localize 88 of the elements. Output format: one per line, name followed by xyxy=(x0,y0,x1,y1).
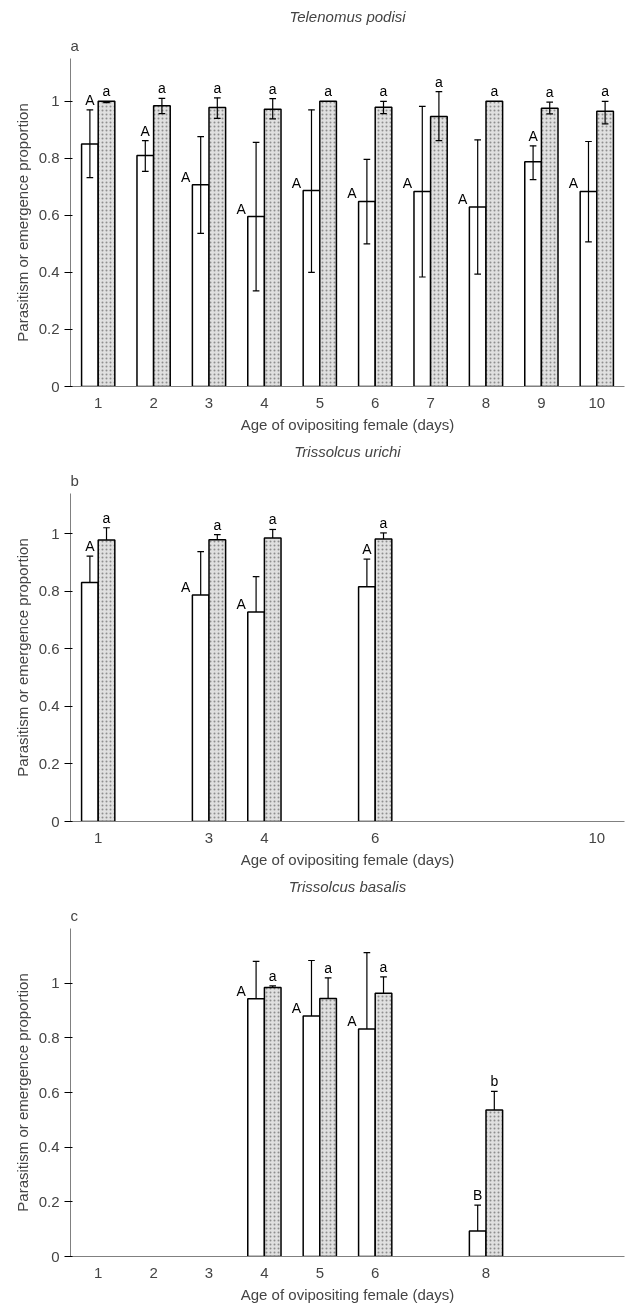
x-axis-title: Age of ovipositing female (days) xyxy=(240,850,455,868)
x-tick-label: 2 xyxy=(149,1263,158,1281)
y-tick-label: 0 xyxy=(51,377,60,395)
x-tick-label: 4 xyxy=(260,828,269,846)
y-tick-label: 0.6 xyxy=(38,206,60,224)
x-tick-label: 10 xyxy=(588,393,606,411)
data-label: A xyxy=(85,538,96,555)
data-label: a xyxy=(102,83,111,100)
x-tick-label: 6 xyxy=(371,828,380,846)
text: b xyxy=(70,471,79,489)
y-tick-label: 1 xyxy=(51,524,60,542)
data-label: A xyxy=(347,185,358,202)
y-tick-label: 0.4 xyxy=(38,1138,60,1156)
chart-title: Trissolcus basalis xyxy=(288,877,407,895)
x-tick-label: 5 xyxy=(315,1263,324,1281)
y-tick-label: 0.8 xyxy=(38,1028,60,1046)
x-tick-label: 8 xyxy=(481,1263,491,1281)
y-axis-title: Parasitism or emergence proportion xyxy=(13,103,31,342)
x-tick-label: 1 xyxy=(94,1263,103,1281)
data-label: A xyxy=(568,175,579,192)
data-label: a xyxy=(213,79,222,96)
data-label: A xyxy=(291,174,302,191)
y-tick-label: 1 xyxy=(51,974,60,992)
text: a xyxy=(70,36,80,54)
y-tick-label: 0.4 xyxy=(38,263,60,281)
data-label: A xyxy=(236,596,247,613)
data-label: A xyxy=(181,579,192,596)
y-tick-label: 0.4 xyxy=(38,697,60,715)
data-label: A xyxy=(85,91,96,108)
y-tick-label: 0.6 xyxy=(38,639,60,657)
data-label: b xyxy=(490,1073,499,1090)
y-tick-label: 0.8 xyxy=(38,149,60,167)
y-axis-title: Parasitism or emergence proportion xyxy=(13,973,31,1212)
data-label: a xyxy=(102,509,111,526)
y-tick-label: 0.6 xyxy=(38,1083,60,1101)
y-tick-label: 0.2 xyxy=(38,320,60,338)
x-tick-label: 4 xyxy=(260,1263,269,1281)
y-tick-label: 0.2 xyxy=(38,754,60,772)
data-label: a xyxy=(545,84,554,101)
data-label: a xyxy=(435,73,444,90)
data-label: a xyxy=(379,83,388,100)
x-tick-label: 5 xyxy=(315,393,324,411)
data-label: a xyxy=(268,80,277,97)
x-tick-label: 9 xyxy=(537,393,546,411)
x-tick-label: 10 xyxy=(588,828,606,846)
data-label: a xyxy=(601,83,610,100)
x-tick-label: 3 xyxy=(204,393,214,411)
data-label: a xyxy=(324,959,333,976)
y-tick-label: 0.2 xyxy=(38,1192,60,1210)
data-label: a xyxy=(379,514,388,531)
data-label: A xyxy=(347,1013,358,1030)
y-tick-label: 0 xyxy=(51,1247,60,1265)
x-tick-label: 1 xyxy=(94,393,103,411)
data-label: a xyxy=(490,83,499,100)
x-tick-label: 3 xyxy=(204,1263,214,1281)
x-tick-label: 3 xyxy=(204,828,214,846)
x-tick-label: 6 xyxy=(371,1263,380,1281)
y-axis-title: Parasitism or emergence proportion xyxy=(13,538,31,777)
data-label: A xyxy=(291,999,302,1016)
data-label: A xyxy=(458,191,469,208)
x-tick-label: 1 xyxy=(94,828,103,846)
data-label: a xyxy=(158,80,167,97)
data-label: a xyxy=(268,511,277,528)
chart-title: Telenomus podisi xyxy=(289,7,407,25)
data-label: A xyxy=(140,122,151,139)
data-label: A xyxy=(362,541,373,558)
data-label: a xyxy=(213,516,222,533)
data-label: a xyxy=(379,958,388,975)
data-label: A xyxy=(236,200,247,217)
x-tick-label: 2 xyxy=(149,393,158,411)
y-tick-label: 0.8 xyxy=(38,582,60,600)
data-label: B xyxy=(473,1187,483,1204)
data-label: a xyxy=(324,83,333,100)
x-axis-title: Age of ovipositing female (days) xyxy=(240,1285,455,1303)
y-tick-label: 0 xyxy=(51,812,60,830)
x-tick-label: 6 xyxy=(371,393,380,411)
y-tick-label: 1 xyxy=(51,92,60,110)
data-label: A xyxy=(181,168,192,185)
data-label: A xyxy=(402,175,413,192)
x-tick-label: 7 xyxy=(426,393,435,411)
data-label: A xyxy=(236,982,247,999)
x-tick-label: 8 xyxy=(481,393,491,411)
chart-title: Trissolcus urichi xyxy=(294,442,402,460)
x-axis-title: Age of ovipositing female (days) xyxy=(240,415,455,433)
data-label: A xyxy=(528,127,539,144)
text: c xyxy=(70,906,79,924)
data-label: a xyxy=(268,967,277,984)
x-tick-label: 4 xyxy=(260,393,269,411)
